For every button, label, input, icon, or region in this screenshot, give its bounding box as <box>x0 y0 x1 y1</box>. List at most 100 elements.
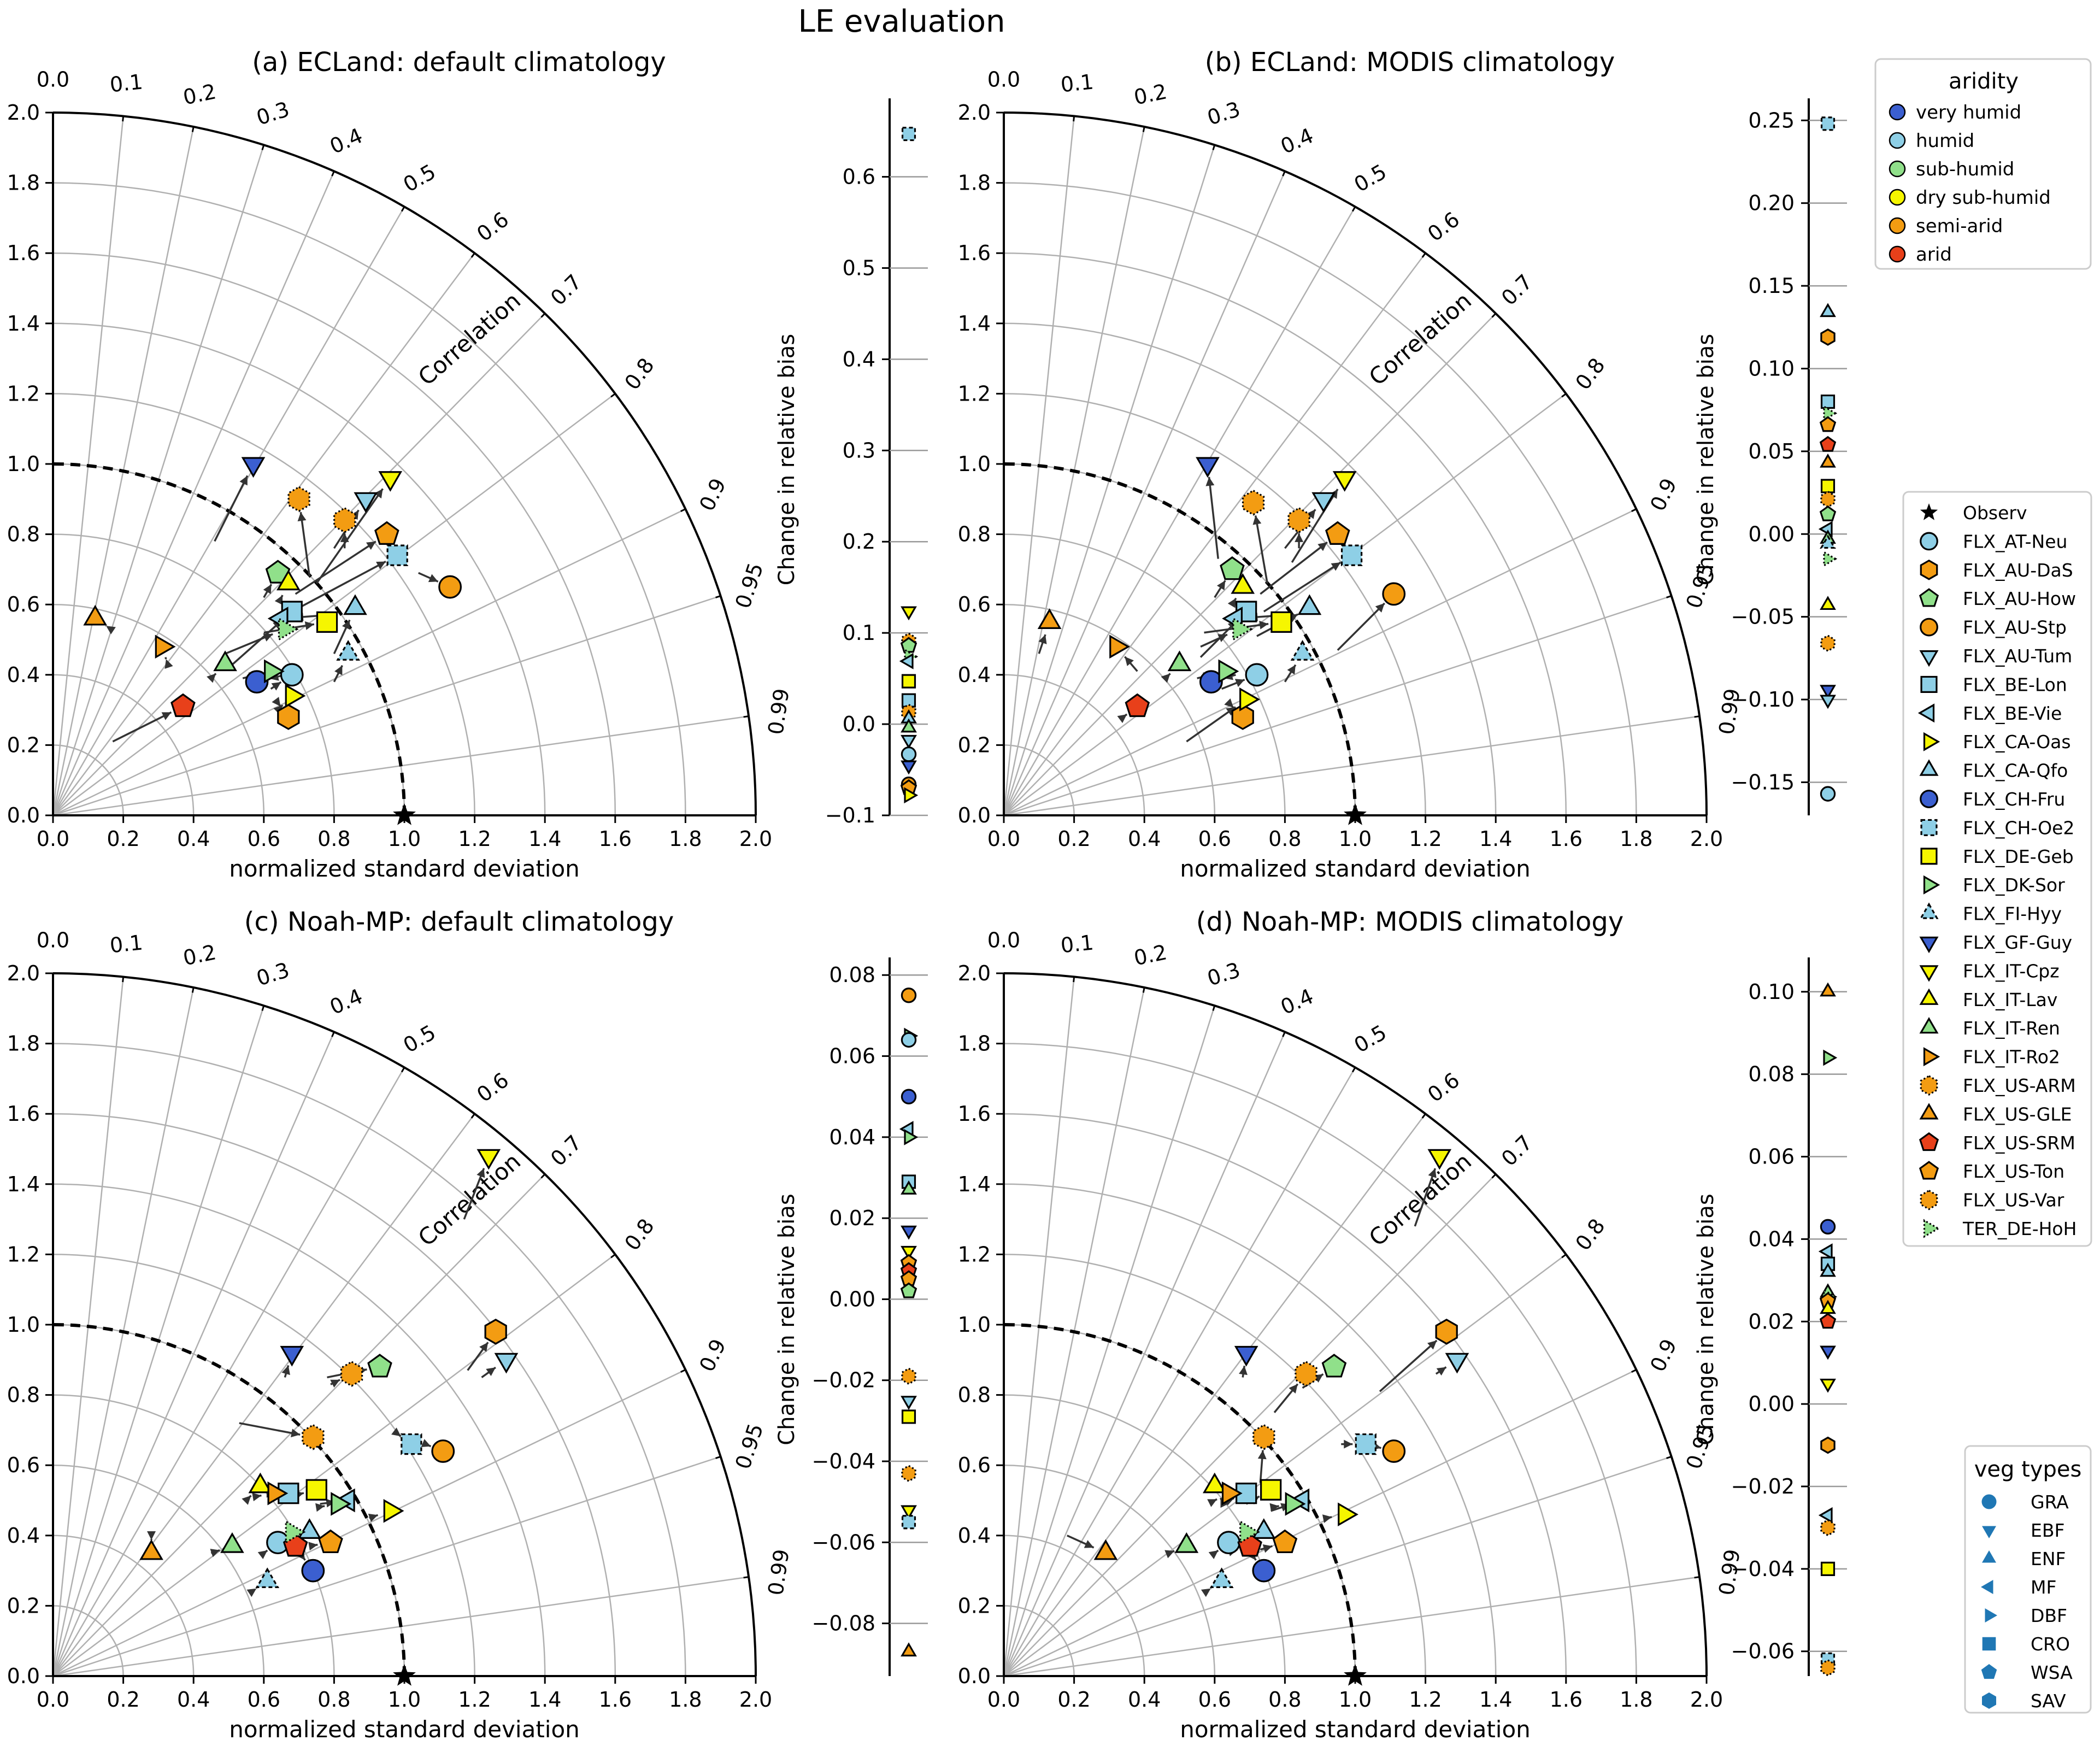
x-tick-label: 0.4 <box>177 1688 210 1712</box>
site-marker <box>1311 492 1336 513</box>
corr-grid-ray <box>52 252 475 816</box>
site-marker <box>1217 1531 1240 1555</box>
site-legend-label: FLX_DE-Geb <box>1963 846 2074 867</box>
change-arrowhead <box>1322 1514 1332 1523</box>
corr-tick <box>680 1369 686 1373</box>
site-marker <box>1221 1481 1243 1506</box>
change-arrowhead <box>1216 580 1226 591</box>
bias-marker <box>1820 1262 1836 1277</box>
y-tick-label: 0.2 <box>958 733 991 757</box>
x-tick-label: 0.8 <box>317 827 350 851</box>
site-marker <box>431 1439 455 1463</box>
bias-tick-label: −0.15 <box>1731 770 1795 794</box>
site-marker <box>1297 594 1322 615</box>
std-grid-arc <box>52 322 546 816</box>
panel-title: (a) ECLand: default climatology <box>252 47 666 78</box>
site-legend-label: FLX_AU-DaS <box>1963 560 2073 581</box>
corr-tick <box>715 595 721 598</box>
x-tick-label: 0.0 <box>37 1688 69 1712</box>
bias-marker <box>901 1465 916 1483</box>
change-arrow <box>291 560 386 613</box>
site-legend-marker <box>1923 732 1940 751</box>
x-tick-label: 1.8 <box>669 827 702 851</box>
site-marker <box>477 1149 501 1170</box>
corr-grid-ray <box>1003 1369 1637 1677</box>
aridity-swatch <box>1889 132 1906 149</box>
site-marker <box>301 1559 325 1583</box>
bias-marker <box>1820 695 1836 709</box>
bias-marker <box>1820 1519 1836 1537</box>
x-axis-label: normalized standard deviation <box>229 855 580 882</box>
change-arrowhead <box>1164 1550 1175 1559</box>
bias-tick-label: 0.0 <box>843 712 875 736</box>
site-marker <box>285 1520 306 1544</box>
x-tick-label: 0.6 <box>248 827 280 851</box>
site-marker <box>343 594 367 615</box>
corr-tick <box>715 1456 721 1459</box>
site-legend-marker <box>1919 1016 1939 1034</box>
y-tick-label: 1.0 <box>958 452 991 476</box>
x-tick-label: 1.0 <box>1339 1688 1372 1712</box>
std-grid-arc <box>52 252 616 816</box>
bias-marker <box>1820 596 1836 610</box>
change-arrowhead <box>1217 634 1227 643</box>
change-arrow <box>1337 602 1385 651</box>
corr-tick <box>191 126 195 132</box>
site-marker <box>438 575 462 599</box>
corr-tick <box>1351 206 1356 212</box>
bias-tick-label: −0.04 <box>1731 1557 1795 1581</box>
change-arrowhead <box>281 1365 290 1375</box>
change-arrow <box>112 711 172 743</box>
reference-std-arc <box>52 1323 406 1677</box>
bias-marker <box>1820 982 1836 997</box>
site-marker <box>277 704 300 730</box>
y-tick-label: 0.4 <box>7 1524 40 1548</box>
bias-axis-label: Change in relative bias <box>1693 1194 1719 1445</box>
site-marker <box>220 1532 244 1553</box>
y-tick-label: 0.6 <box>958 1453 991 1477</box>
y-tick-label: 1.2 <box>958 381 991 405</box>
change-arrowhead <box>257 1550 268 1560</box>
bias-marker <box>901 1367 916 1385</box>
x-tick-label: 0.2 <box>1057 1688 1090 1712</box>
bias-marker <box>901 734 917 749</box>
corr-tick <box>1561 1254 1567 1259</box>
site-legend-marker <box>1920 1075 1938 1096</box>
std-grid-arc <box>52 1605 124 1677</box>
bias-marker <box>1819 416 1837 432</box>
change-arrowhead <box>207 673 216 683</box>
bias-tick-label: −0.02 <box>812 1368 875 1392</box>
site-marker <box>213 650 237 672</box>
x-tick-label: 0.6 <box>1198 1688 1231 1712</box>
site-legend-label: FLX_IT-Ro2 <box>1963 1047 2060 1068</box>
x-tick-label: 1.2 <box>1409 827 1442 851</box>
x-tick-label: 1.4 <box>1479 1688 1512 1712</box>
change-arrow <box>1379 1339 1438 1392</box>
x-tick-label: 1.6 <box>1550 827 1583 851</box>
change-arrowhead <box>164 659 173 669</box>
change-arrowhead <box>1427 1340 1437 1350</box>
panel-title: (c) Noah-MP: default climatology <box>244 907 674 937</box>
bias-tick-label: 0.6 <box>843 165 875 189</box>
change-arrowhead <box>242 1495 251 1505</box>
site-marker <box>83 604 107 626</box>
site-marker <box>374 521 399 545</box>
bias-marker <box>1823 550 1838 567</box>
site-legend-label: FLX_IT-Lav <box>1963 989 2057 1010</box>
bias-marker <box>901 1245 917 1260</box>
change-arrowhead <box>1269 1503 1279 1512</box>
site-marker <box>1234 1345 1258 1367</box>
veg-legend-title: veg types <box>1974 1457 2082 1482</box>
change-arrow <box>295 540 377 595</box>
change-arrowhead <box>271 682 281 691</box>
x-tick-label: 2.0 <box>1690 827 1723 851</box>
change-arrowhead <box>1307 509 1316 519</box>
observation-star <box>393 803 416 825</box>
site-legend-marker <box>1920 559 1938 580</box>
aridity-legend-title: aridity <box>1949 69 2019 94</box>
bias-marker <box>1819 1313 1837 1329</box>
std-grid-arc <box>52 1394 335 1677</box>
change-arrowhead <box>340 533 349 542</box>
site-legend-label: FLX_CA-Qfo <box>1963 760 2068 781</box>
aridity-label: humid <box>1916 130 1974 152</box>
